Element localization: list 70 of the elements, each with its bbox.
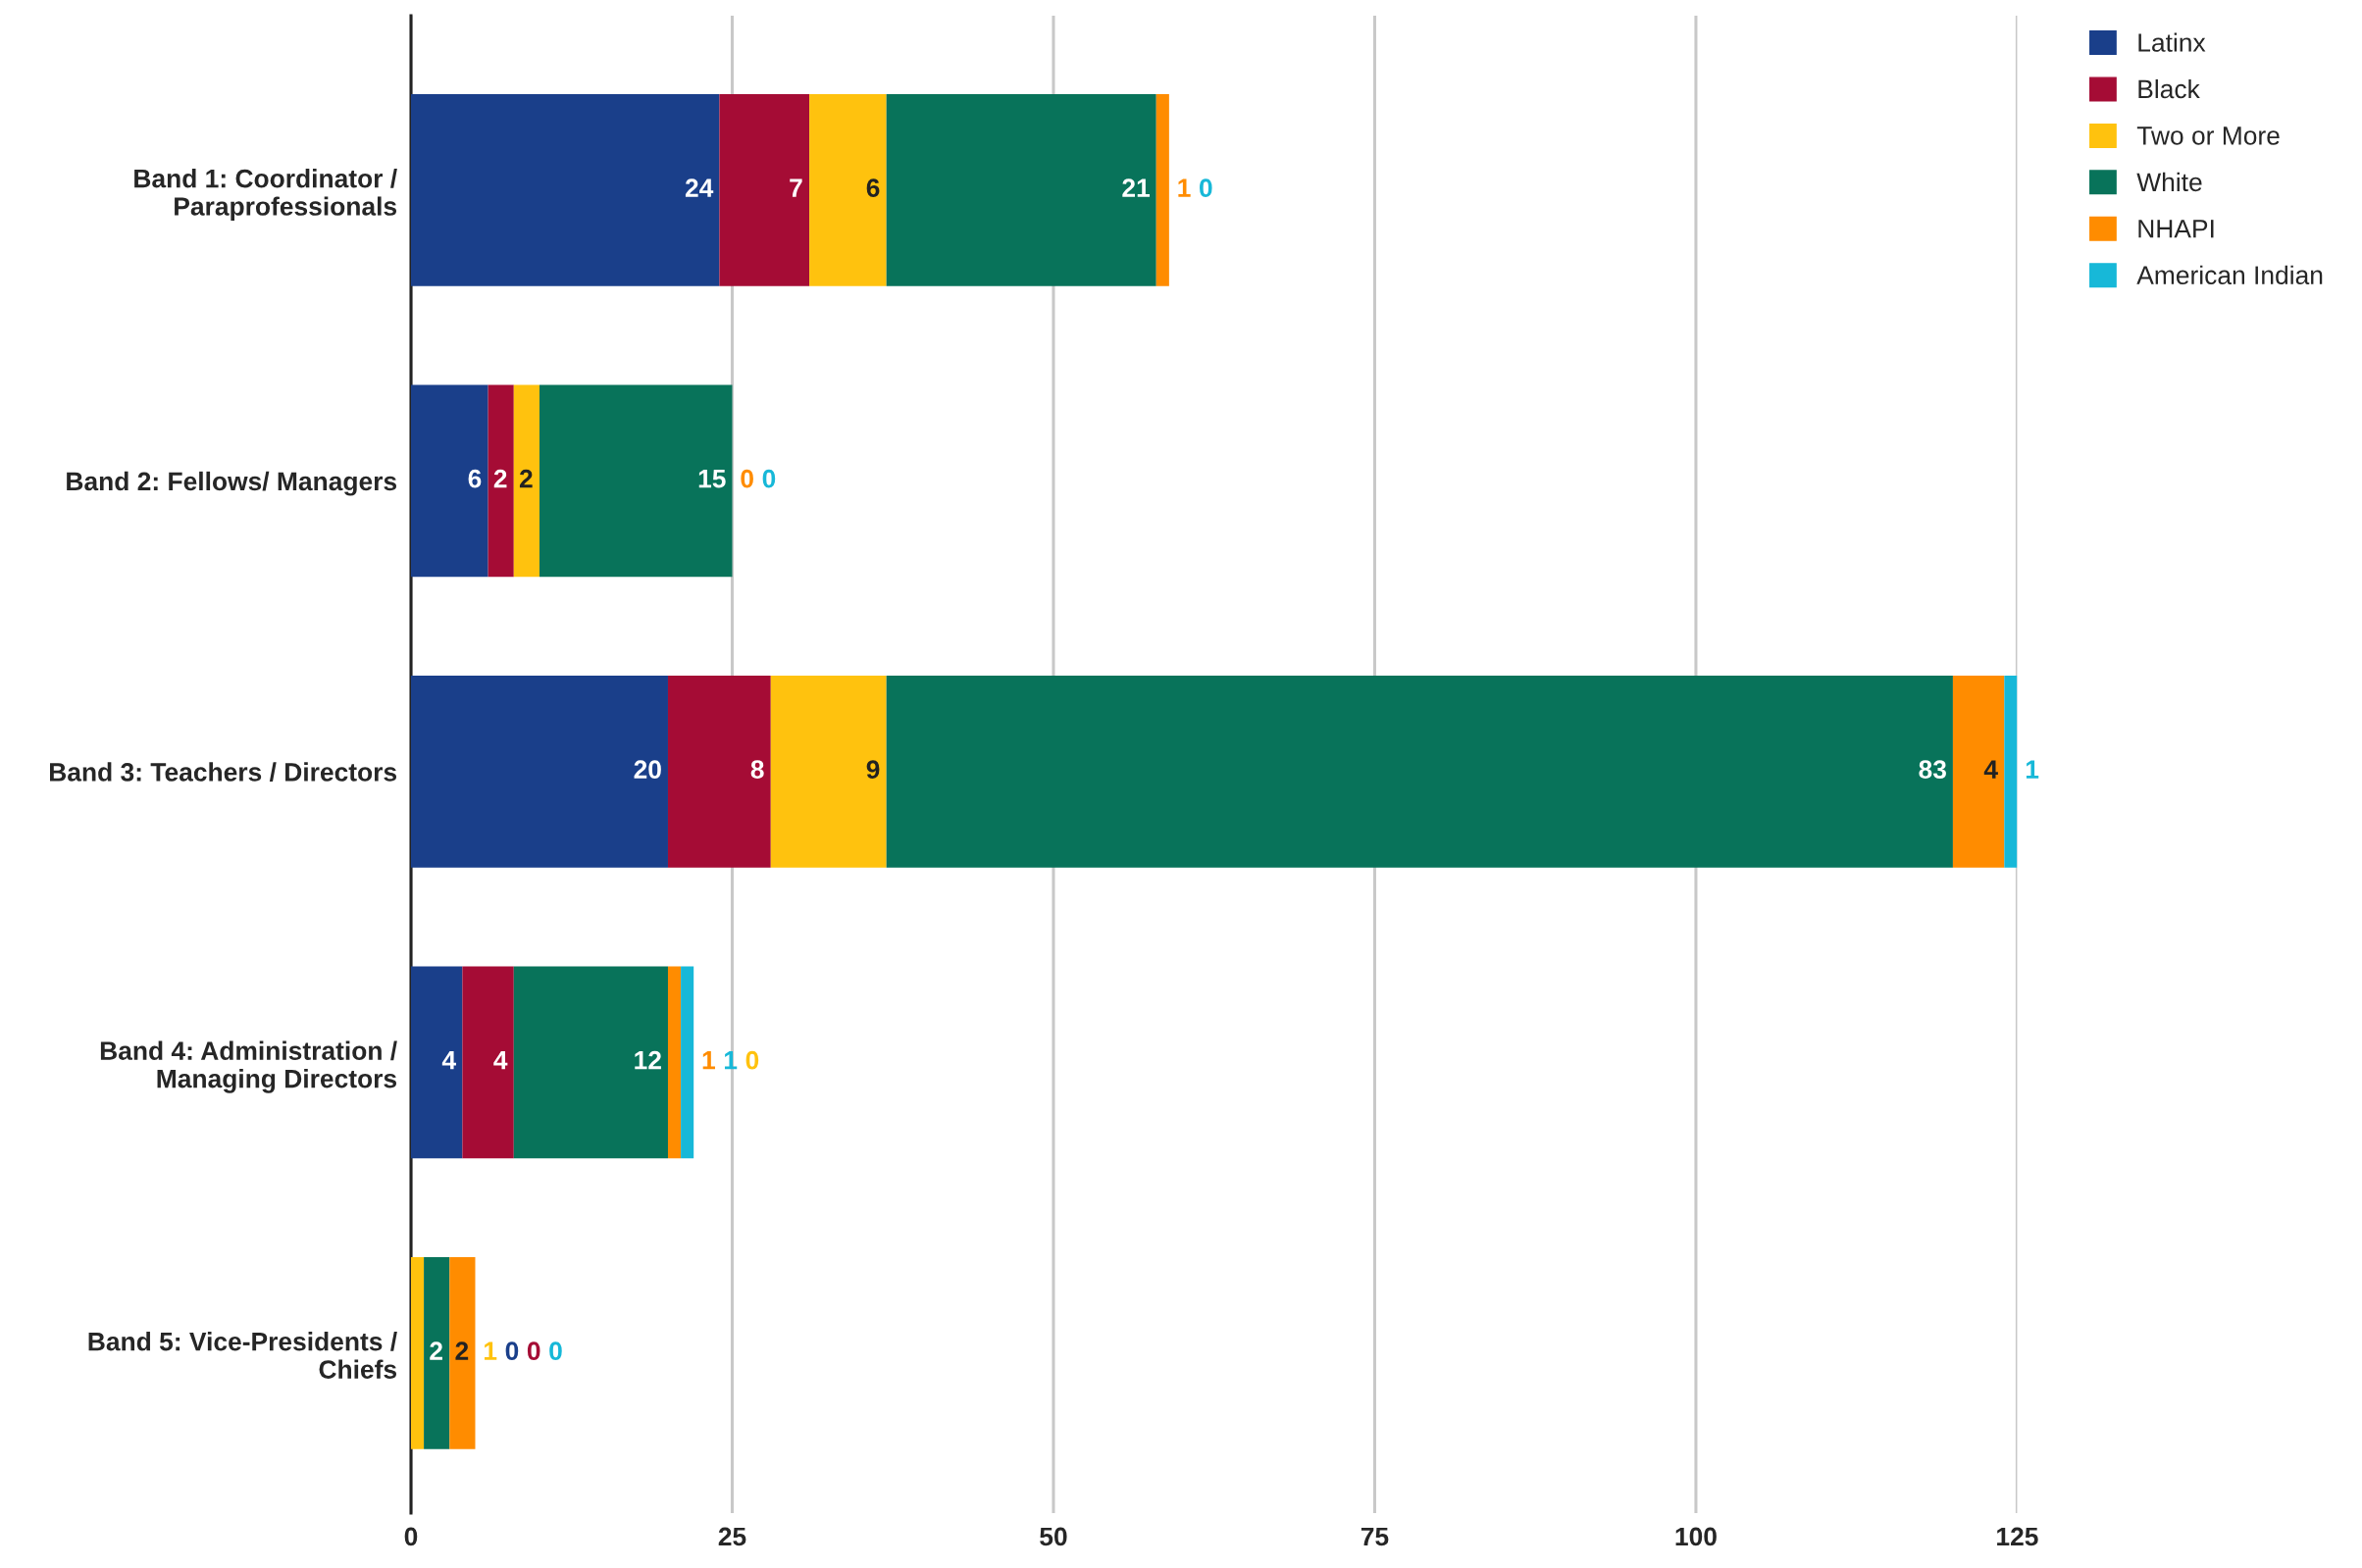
bar	[2004, 676, 2018, 868]
data-label: 2	[493, 469, 507, 488]
data-label: 0	[549, 1341, 562, 1361]
data-label: 8	[750, 760, 764, 780]
data-label: 0	[741, 469, 753, 488]
bar	[667, 966, 682, 1159]
bar	[410, 94, 720, 286]
bar	[719, 94, 810, 286]
y-tick-label: Band 4: Administration / Managing Directors	[100, 1040, 397, 1093]
data-label: 1	[724, 1051, 738, 1070]
legend-label: Two or More	[2136, 126, 2280, 145]
legend-label: American Indian	[2136, 265, 2323, 285]
bar	[539, 384, 733, 578]
bar	[1155, 94, 1169, 286]
x-tick-label: 50	[1040, 1527, 1067, 1546]
data-label: 0	[527, 1341, 540, 1361]
data-label: 9	[866, 760, 880, 780]
data-label: 6	[468, 469, 482, 488]
bar	[424, 1257, 450, 1449]
data-label: 24	[685, 178, 714, 197]
data-label: 1	[485, 1341, 497, 1360]
y-tick-label: Band 2: Fellows/ Managers	[67, 471, 397, 496]
legend-label: White	[2136, 172, 2202, 192]
data-label: 0	[1200, 178, 1212, 197]
data-label: 12	[635, 1050, 661, 1070]
data-label: 4	[1983, 760, 1998, 779]
bar	[667, 676, 771, 868]
bar	[809, 94, 887, 286]
y-tick-label: Band 1: Coordinator / Paraprofessionals	[134, 169, 397, 222]
data-label: 0	[745, 1050, 759, 1070]
y-tick-label: Band 3: Teachers / Directors	[49, 762, 397, 783]
legend-label: NHAPI	[2138, 220, 2214, 238]
data-label: 20	[634, 760, 661, 780]
bar	[513, 966, 668, 1159]
bar	[410, 676, 668, 868]
bar	[886, 676, 1953, 868]
legend-label: Black	[2138, 78, 2200, 99]
data-label: 1	[702, 1051, 715, 1070]
y-tick-label: Band 5: Vice-Presidents / Chiefs	[88, 1332, 397, 1379]
data-label: 83	[1919, 760, 1946, 780]
bar	[410, 384, 488, 578]
x-tick-label: 0	[404, 1527, 418, 1546]
data-label: 4	[441, 1051, 456, 1070]
x-tick-label: 100	[1675, 1527, 1717, 1546]
data-label: 15	[698, 470, 726, 488]
data-label: 2	[455, 1341, 469, 1360]
x-tick-label: 75	[1361, 1527, 1389, 1546]
data-label: 2	[519, 469, 533, 488]
x-tick-label: 25	[718, 1527, 746, 1546]
data-label: 7	[790, 178, 802, 197]
legend-label: Latinx	[2138, 32, 2206, 52]
data-label: 21	[1122, 178, 1151, 197]
bar	[770, 676, 887, 868]
data-label: 0	[505, 1341, 519, 1361]
data-label: 6	[866, 178, 880, 197]
bar	[410, 966, 463, 1159]
data-label: 4	[493, 1051, 508, 1070]
data-label: 1	[1178, 178, 1191, 197]
bar	[1952, 676, 2005, 868]
bar	[410, 1257, 425, 1449]
bar	[462, 966, 514, 1159]
bar	[681, 966, 694, 1159]
data-label: 0	[762, 469, 776, 488]
bar	[449, 1257, 476, 1449]
bar	[488, 384, 514, 578]
bar	[513, 384, 539, 578]
data-label: 1	[2026, 760, 2039, 779]
bar	[886, 94, 1156, 286]
x-tick-label: 125	[1997, 1527, 2038, 1546]
data-label: 2	[430, 1341, 442, 1360]
